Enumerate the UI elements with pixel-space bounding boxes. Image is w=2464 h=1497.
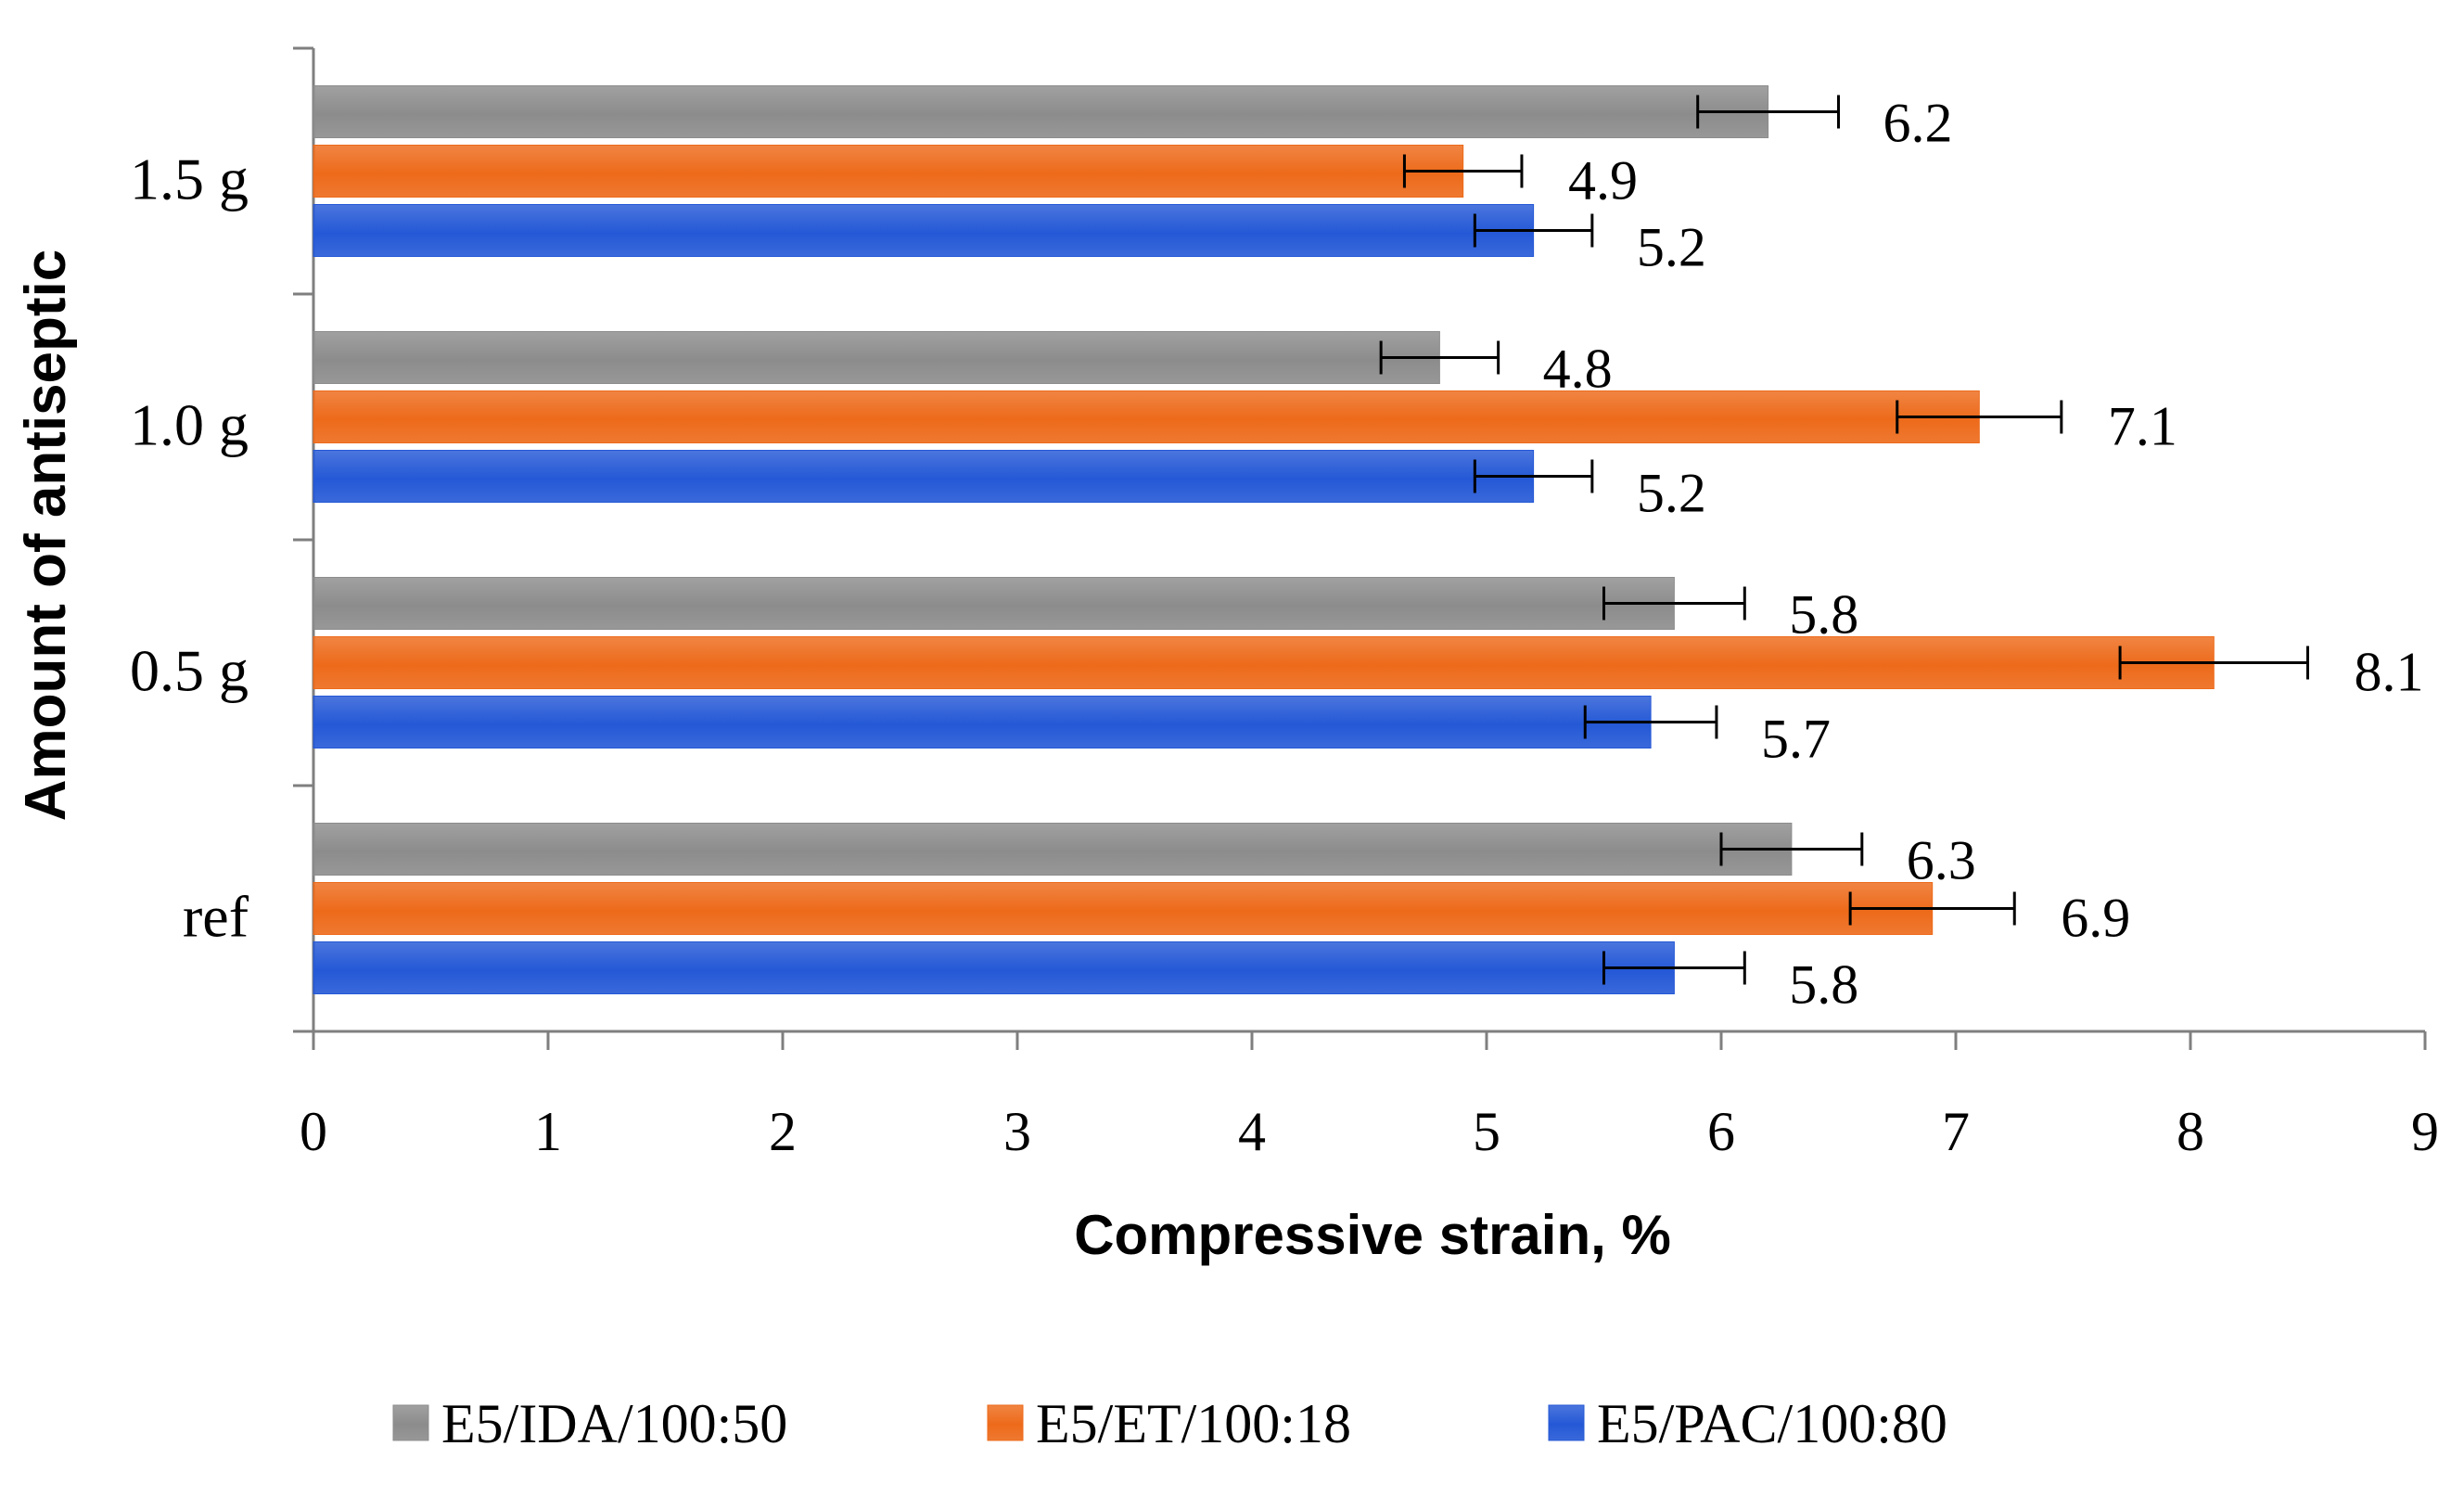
y-category-label: 1.0 g	[130, 392, 249, 458]
x-tick-label: 0	[300, 1101, 327, 1162]
y-category-label: 0.5 g	[130, 638, 249, 704]
x-tick-label: 5	[1473, 1101, 1500, 1162]
x-tick-label: 2	[769, 1101, 797, 1162]
y-category-label: ref	[183, 884, 249, 950]
legend-label: E5/IDA/100:50	[441, 1393, 787, 1454]
x-tick-label: 9	[2411, 1101, 2439, 1162]
y-axis-title: Amount of antiseptic	[14, 250, 78, 822]
x-tick-label: 4	[1238, 1101, 1266, 1162]
y-category-label: 1.5 g	[130, 147, 249, 212]
data-label: 5.2	[1637, 217, 1706, 278]
data-label: 5.7	[1761, 709, 1831, 770]
bar	[313, 577, 1675, 630]
bar	[313, 85, 1769, 138]
bar	[313, 696, 1652, 748]
x-axis-title: Compressive strain, %	[1074, 1204, 1671, 1266]
bar	[313, 941, 1675, 994]
legend-swatch	[1548, 1404, 1585, 1441]
x-tick-label: 8	[2177, 1101, 2204, 1162]
bar	[313, 331, 1440, 384]
legend-swatch	[987, 1404, 1024, 1441]
legend-label: E5/PAC/100:80	[1597, 1393, 1947, 1454]
legend-swatch	[392, 1404, 429, 1441]
data-label: 6.3	[1907, 830, 1976, 891]
x-tick-label: 6	[1707, 1101, 1735, 1162]
x-tick-label: 1	[534, 1101, 562, 1162]
data-label: 6.9	[2061, 888, 2130, 949]
bar	[313, 823, 1793, 876]
bar	[313, 450, 1535, 503]
data-label: 5.8	[1789, 584, 1858, 646]
x-tick-label: 7	[1942, 1101, 1970, 1162]
data-label: 8.1	[2355, 642, 2424, 703]
data-label: 5.8	[1789, 954, 1858, 1016]
legend-label: E5/ET/100:18	[1036, 1393, 1351, 1454]
bar	[313, 390, 1980, 443]
plot-area: 0 1 2 3 4 5 6 7 8 91.5 g6.24.95.21.0 g4.87.15.20.…	[130, 46, 2439, 1162]
bar	[313, 204, 1535, 257]
bar	[313, 145, 1464, 198]
data-label: 4.8	[1543, 339, 1613, 400]
x-tick-label: 3	[1003, 1101, 1031, 1162]
data-label: 5.2	[1637, 463, 1706, 524]
legend: E5/IDA/100:50 E5/ET/100:18 E5/PAC/100:80	[392, 1393, 1947, 1454]
data-label: 4.9	[1568, 150, 1638, 211]
bar	[313, 882, 1934, 935]
bar	[313, 636, 2215, 689]
data-label: 7.1	[2108, 396, 2177, 457]
data-label: 6.2	[1883, 93, 1953, 154]
